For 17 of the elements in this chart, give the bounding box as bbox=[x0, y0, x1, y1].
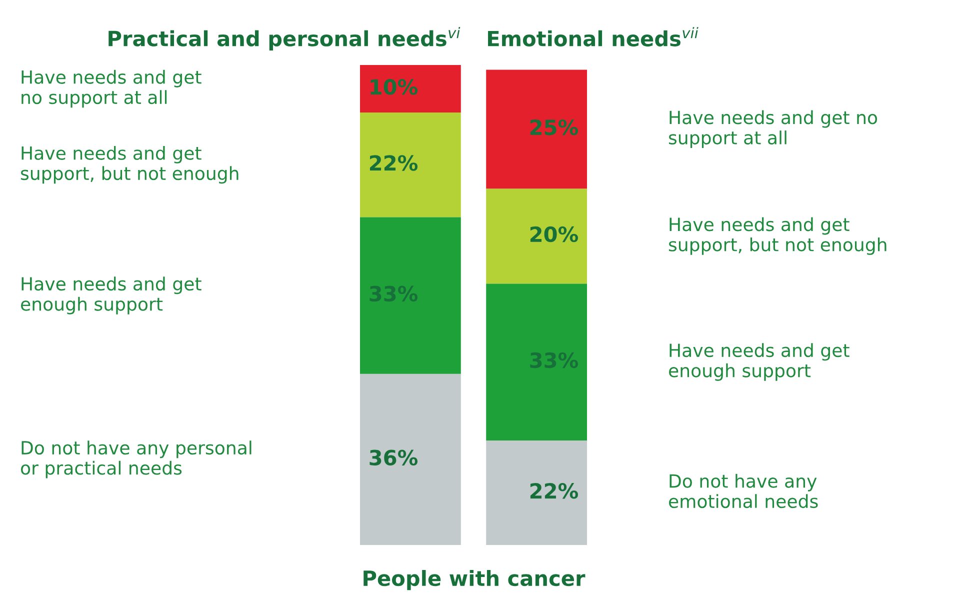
data-label: 10% bbox=[370, 79, 418, 95]
annotation: Have needs and get support, but not enough bbox=[20, 146, 238, 184]
annotation: Do not have any personal or practical needs bbox=[20, 440, 252, 478]
x-axis-title: People with cancer bbox=[364, 570, 586, 590]
data-label: 22% bbox=[530, 483, 578, 499]
annotation: Have needs and get no support at all bbox=[668, 110, 878, 148]
annotation: Do not have any emotional needs bbox=[668, 474, 818, 508]
x-tick-label: Practical and personal needs$^{vi}$ bbox=[108, 27, 460, 50]
annotation: Have needs and get enough support bbox=[20, 276, 202, 314]
data-label: 22% bbox=[370, 155, 418, 171]
annotation: Have needs and get support, but not enough bbox=[668, 217, 886, 255]
data-label: 20% bbox=[530, 226, 578, 242]
data-label: 25% bbox=[530, 119, 578, 136]
annotation: Have needs and get no support at all bbox=[22, 70, 202, 108]
x-tick-label: Emotional needs$^{vii}$ bbox=[488, 27, 698, 46]
data-label: 36% bbox=[370, 450, 418, 466]
annotation: Have needs and get enough support bbox=[668, 343, 850, 381]
